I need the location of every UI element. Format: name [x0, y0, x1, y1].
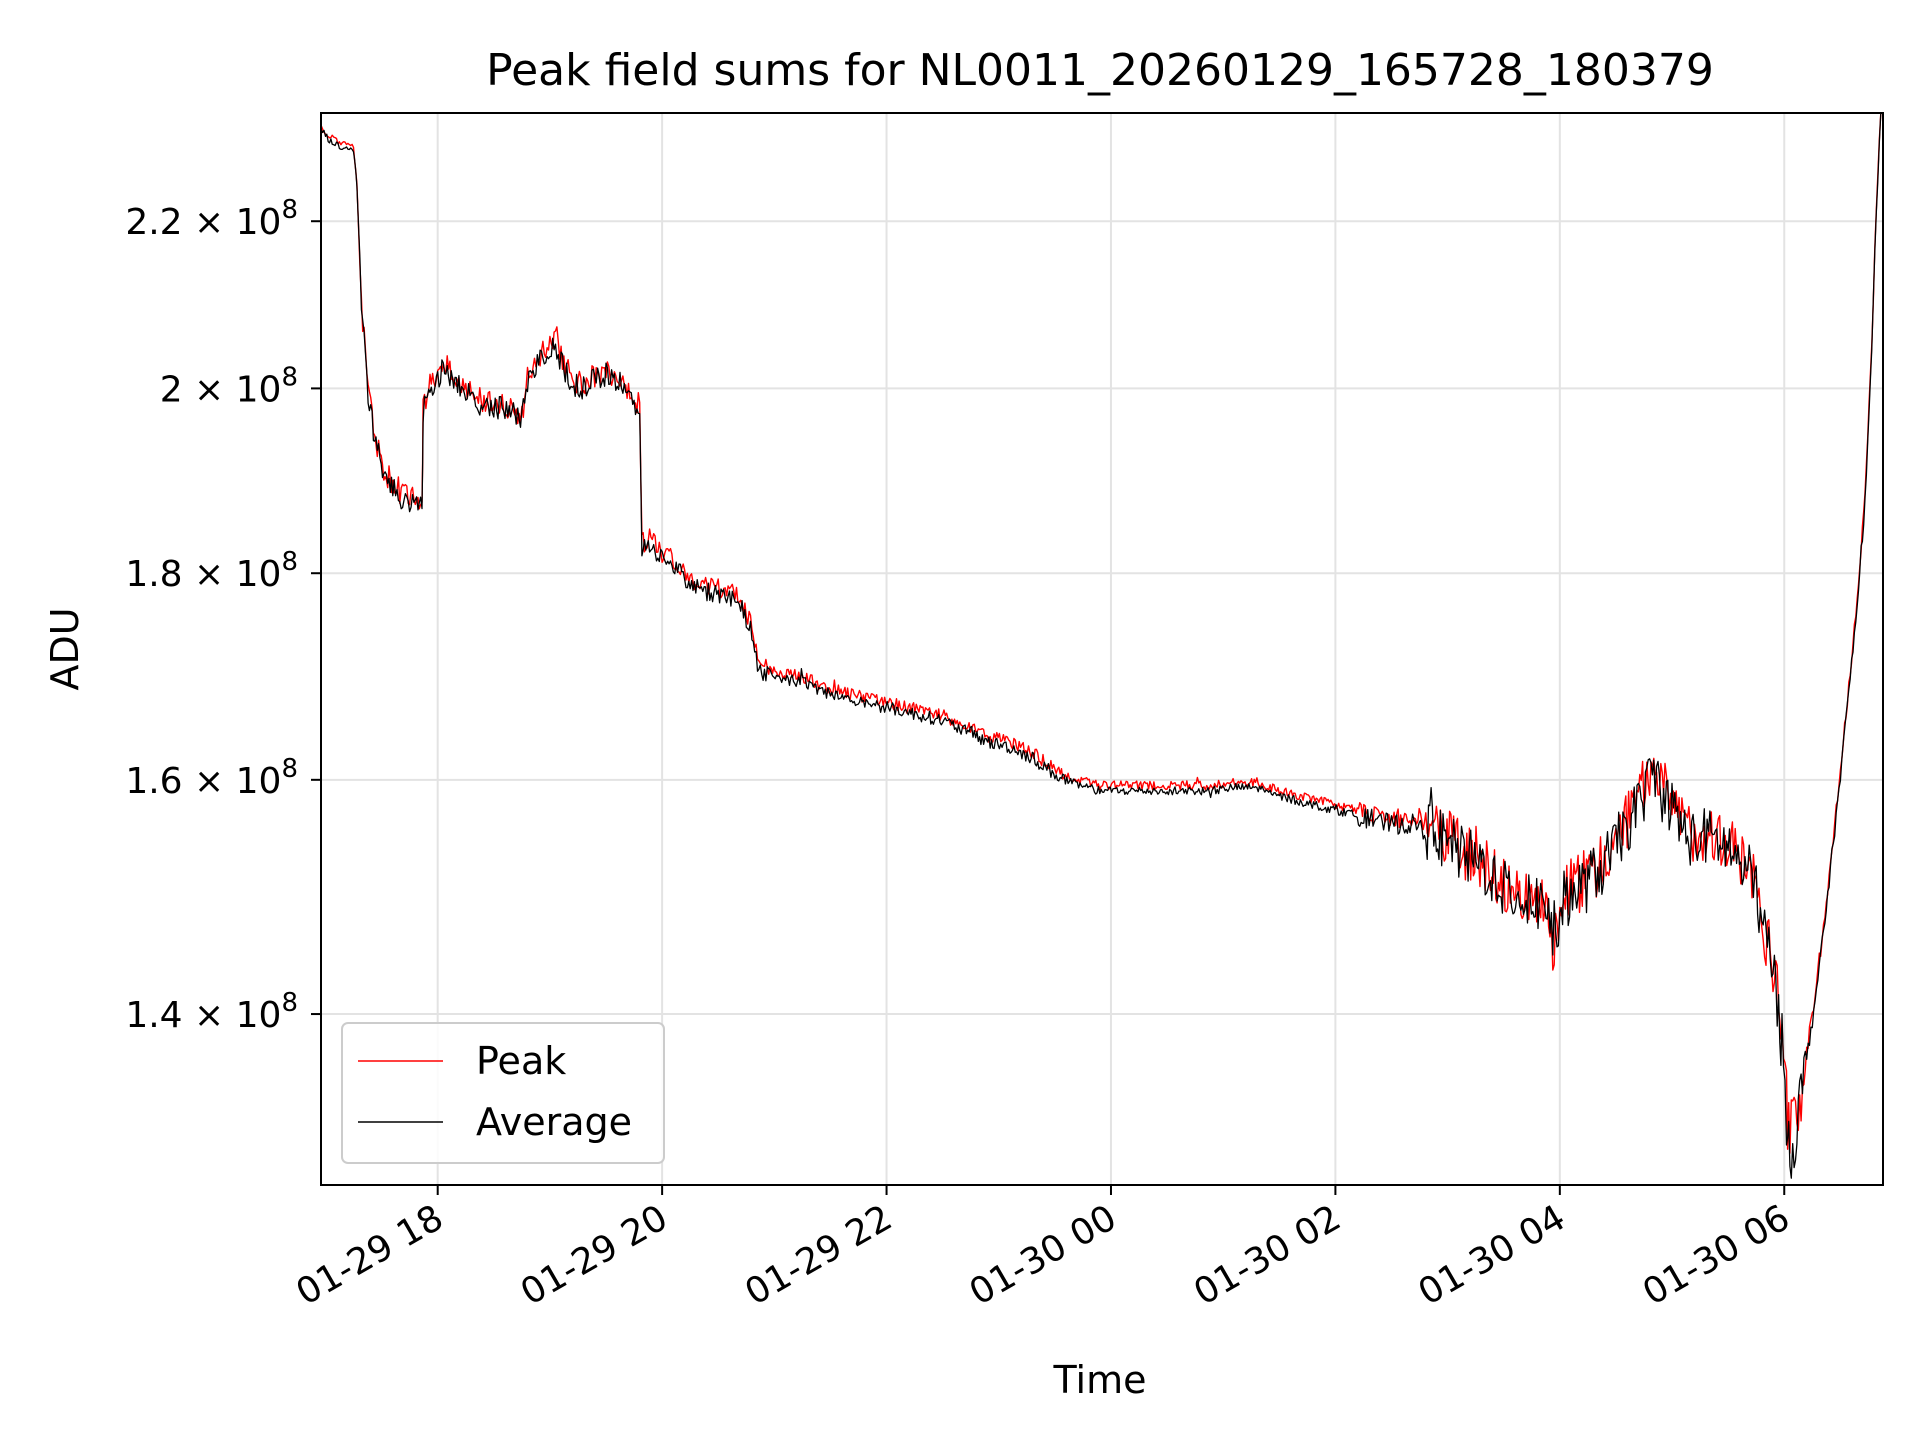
- legend: Peak Average: [341, 1022, 665, 1164]
- series-lines: [321, 113, 1882, 1179]
- plot-frame: [320, 112, 1884, 1186]
- y-tick-label: 1.8 × 108: [125, 547, 298, 595]
- y-tick-label: 2.2 × 108: [125, 195, 298, 243]
- chart-title: Peak field sums for NL0011_20260129_1657…: [486, 45, 1714, 96]
- legend-box: [341, 1022, 665, 1164]
- y-tick-label: 1.4 × 108: [125, 988, 298, 1036]
- series-line-average: [321, 113, 1882, 1179]
- legend-label-peak: Peak: [476, 1039, 566, 1083]
- grid-lines: [321, 113, 1883, 1185]
- y-axis-ticks: 1.4 × 108 1.6 × 108 1.8 × 108 2 × 108 2.2 × …: [125, 195, 321, 1036]
- y-tick-label: 2 × 108: [160, 362, 298, 410]
- x-axis-label: Time: [1053, 1358, 1147, 1402]
- y-tick-label: 1.6 × 108: [125, 754, 298, 802]
- y-axis-label: ADU: [43, 607, 87, 690]
- legend-label-average: Average: [476, 1100, 632, 1144]
- series-line-peak: [321, 113, 1882, 1154]
